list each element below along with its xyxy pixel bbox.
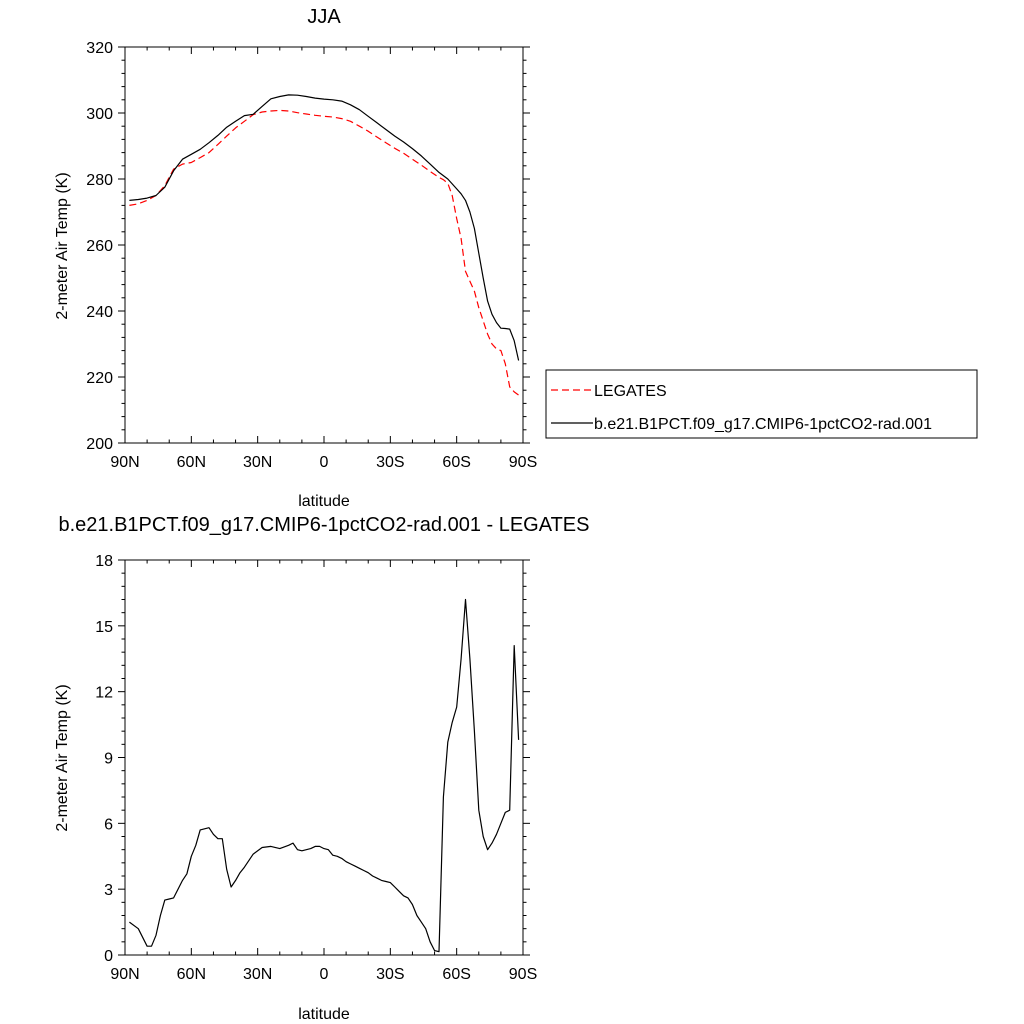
bottom-y-tick-label: 9 [104,751,113,768]
top-y-tick-label: 320 [86,40,113,57]
bottom-x-tick-label: 60S [442,966,470,983]
top-chart-title: JJA [307,6,341,28]
bottom-chart-frame [124,559,524,956]
top-chart-x-axis-label: latitude [298,493,350,510]
legend: LEGATES b.e21.B1PCT.f09_g17.CMIP6-1pctCO… [545,369,978,439]
bottom-x-tick-label: 30S [376,966,404,983]
bottom-chart-lines [129,598,520,953]
legend-label-legates: LEGATES [594,383,667,400]
bottom-chart-title: b.e21.B1PCT.f09_g17.CMIP6-1pctCO2-rad.00… [58,514,589,536]
bottom-x-tick-label: 90S [509,966,537,983]
top-y-tick-label: 220 [86,370,113,387]
bottom-chart: b.e21.B1PCT.f09_g17.CMIP6-1pctCO2-rad.00… [54,514,590,1023]
top-chart-ticks: 90N 60N 30N 0 30S 60S 90S 200 220 240 260 280 300 320 [86,40,537,471]
bottom-chart-y-axis-label: 2-meter Air Temp (K) [54,684,71,831]
top-y-tick-label: 260 [86,238,113,255]
legend-box [545,369,978,439]
bottom-x-tick-label: 60N [177,966,206,983]
bottom-chart-ticks: 90N 60N 30N 0 30S 60S 90S 0 3 6 9 12 15 18 [95,553,537,983]
top-x-tick-label: 0 [320,454,329,471]
legend-label-model: b.e21.B1PCT.f09_g17.CMIP6-1pctCO2-rad.00… [594,416,932,433]
top-y-tick-label: 240 [86,304,113,321]
bottom-y-tick-label: 15 [95,619,113,636]
bottom-y-tick-label: 6 [104,816,113,833]
top-x-tick-label: 60S [442,454,470,471]
top-x-tick-label: 90N [110,454,139,471]
bottom-y-tick-label: 12 [95,685,113,702]
bottom-series-line-difference [129,598,520,953]
top-y-tick-label: 280 [86,172,113,189]
bottom-x-tick-label: 30N [243,966,272,983]
top-x-tick-label: 30S [376,454,404,471]
top-x-tick-label: 30N [243,454,272,471]
bottom-y-tick-label: 18 [95,553,113,570]
top-chart: JJA 2-meter Air Temp (K) latitude 90N 60N… [54,6,978,510]
bottom-y-tick-label: 0 [104,948,113,965]
bottom-x-tick-label: 90N [110,966,139,983]
top-series-line-legates [129,109,519,396]
top-series-line-model [129,94,520,361]
top-chart-frame [124,46,524,444]
top-x-tick-label: 60N [177,454,206,471]
bottom-chart-x-axis-label: latitude [298,1006,350,1023]
top-y-tick-label: 200 [86,436,113,453]
top-chart-lines [129,94,520,396]
bottom-x-tick-label: 0 [320,966,329,983]
top-y-tick-label: 300 [86,106,113,123]
top-x-tick-label: 90S [509,454,537,471]
bottom-y-tick-label: 3 [104,882,113,899]
top-chart-y-axis-label: 2-meter Air Temp (K) [54,172,71,319]
